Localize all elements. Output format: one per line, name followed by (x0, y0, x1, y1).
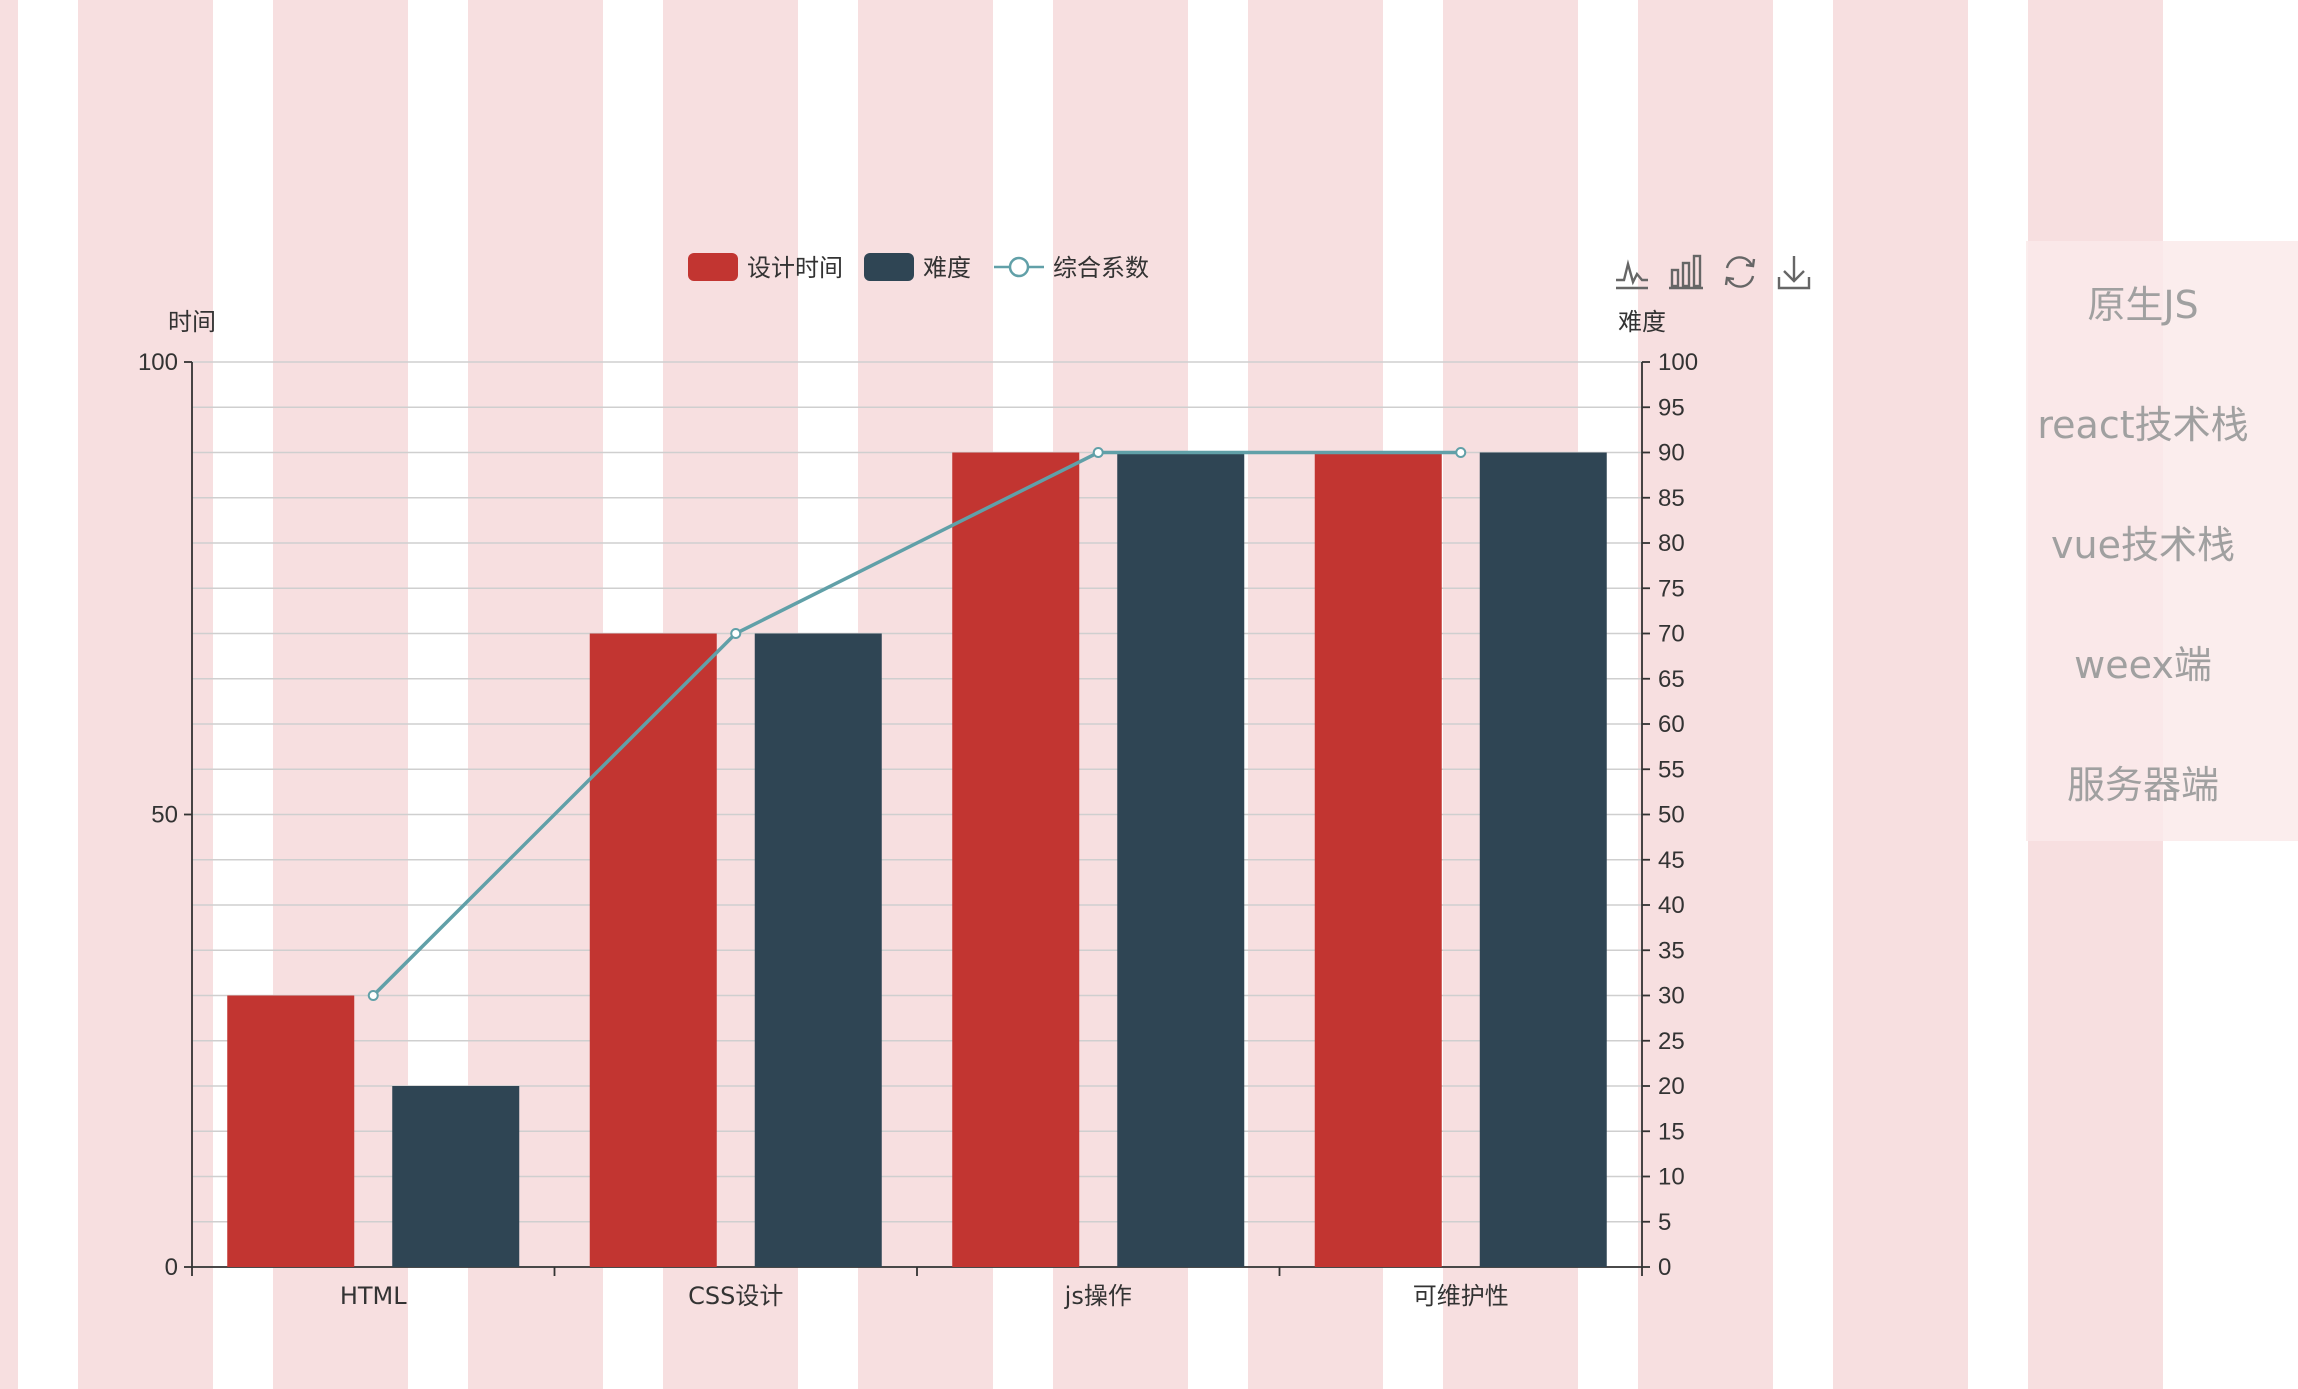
x-tick-label: js操作 (1064, 1282, 1132, 1310)
right-tick-label: 30 (1658, 983, 1685, 1010)
bar (1314, 452, 1442, 1267)
legend-label: 设计时间 (747, 254, 843, 282)
left-tick-label: 0 (165, 1254, 178, 1281)
line-point (1455, 447, 1467, 458)
right-tick-label: 20 (1658, 1073, 1685, 1100)
right-tick-label: 35 (1658, 937, 1685, 964)
legend-swatch (864, 253, 914, 281)
menu-item-react[interactable]: react技术栈 (2037, 403, 2249, 447)
download-icon[interactable] (1772, 250, 1816, 294)
right-tick-label: 25 (1658, 1028, 1685, 1055)
right-tick-label: 15 (1658, 1118, 1685, 1145)
bar-chart-icon[interactable] (1664, 250, 1708, 294)
bar (392, 1086, 520, 1267)
right-tick-label: 55 (1658, 756, 1685, 783)
menu-item-weex[interactable]: weex端 (2074, 643, 2212, 687)
right-tick-label: 95 (1658, 394, 1685, 421)
refresh-icon[interactable] (1718, 250, 1762, 294)
right-tick-label: 0 (1658, 1254, 1671, 1281)
line-point (730, 628, 742, 639)
line-chart-icon[interactable] (1610, 250, 1654, 294)
right-tick-label: 40 (1658, 892, 1685, 919)
background-stripe (0, 0, 18, 1389)
legend-swatch (688, 253, 738, 281)
x-tick-label: HTML (340, 1282, 407, 1310)
right-tick-label: 45 (1658, 847, 1685, 874)
right-tick-label: 70 (1658, 621, 1685, 648)
menu-item-vue[interactable]: vue技术栈 (2051, 523, 2235, 567)
left-tick-label: 50 (151, 802, 178, 829)
bar (754, 633, 882, 1267)
right-tick-label: 60 (1658, 711, 1685, 738)
x-tick-label: CSS设计 (688, 1282, 783, 1310)
right-tick-label: 10 (1658, 1164, 1685, 1191)
right-tick-label: 90 (1658, 440, 1685, 467)
left-axis-label: 时间 (168, 308, 216, 336)
right-tick-label: 5 (1658, 1209, 1671, 1236)
bar (227, 995, 355, 1267)
legend-label: 综合系数 (1053, 254, 1149, 282)
right-tick-label: 65 (1658, 666, 1685, 693)
side-menu: 原生JS react技术栈 vue技术栈 weex端 服务器端 (2026, 241, 2298, 841)
background-stripe (1638, 0, 1773, 1389)
bar (952, 452, 1080, 1267)
right-axis-label: 难度 (1618, 308, 1666, 336)
line-series (372, 450, 1461, 997)
background-stripe (78, 0, 213, 1389)
right-tick-label: 50 (1658, 802, 1685, 829)
bar (1117, 452, 1245, 1267)
background-stripe (1833, 0, 1968, 1389)
bar (589, 633, 717, 1267)
bar (1479, 452, 1607, 1267)
legend-line-marker (1008, 256, 1030, 278)
right-tick-label: 75 (1658, 575, 1685, 602)
line-point (367, 990, 379, 1001)
menu-item-native-js[interactable]: 原生JS (2087, 283, 2199, 327)
left-tick-label: 100 (138, 349, 178, 376)
line-point (1092, 447, 1104, 458)
right-tick-label: 100 (1658, 349, 1698, 376)
right-tick-label: 80 (1658, 530, 1685, 557)
menu-item-server[interactable]: 服务器端 (2066, 763, 2219, 807)
right-tick-label: 85 (1658, 485, 1685, 512)
legend-label: 难度 (923, 254, 971, 282)
x-tick-label: 可维护性 (1413, 1282, 1509, 1310)
